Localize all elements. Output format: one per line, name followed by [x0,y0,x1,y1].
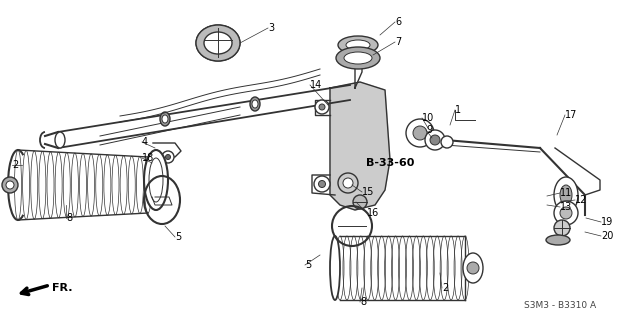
Text: 5: 5 [175,232,181,242]
Ellipse shape [250,97,260,111]
Ellipse shape [196,25,240,61]
Ellipse shape [413,126,427,140]
Text: 6: 6 [395,17,401,27]
Ellipse shape [554,177,578,213]
Circle shape [315,100,329,114]
Ellipse shape [252,100,258,108]
Circle shape [554,220,570,236]
Text: FR.: FR. [52,283,72,293]
Circle shape [166,154,170,160]
Circle shape [554,201,578,225]
Polygon shape [330,82,390,210]
Ellipse shape [55,132,65,148]
Text: 19: 19 [601,217,613,227]
Text: 18: 18 [142,153,154,163]
Ellipse shape [430,135,440,145]
Ellipse shape [160,112,170,126]
Text: 8: 8 [360,297,366,307]
Ellipse shape [346,40,370,50]
Circle shape [338,173,358,193]
Ellipse shape [336,47,380,69]
Text: 1: 1 [455,105,461,115]
Text: 4: 4 [142,137,148,147]
Ellipse shape [560,185,572,205]
Text: B-33-60: B-33-60 [366,158,414,168]
Text: 9: 9 [426,125,432,135]
Text: 7: 7 [395,37,401,47]
Ellipse shape [330,236,340,300]
Circle shape [319,181,326,188]
Circle shape [343,178,353,188]
Circle shape [314,176,330,192]
Text: 5: 5 [305,260,311,270]
Text: 14: 14 [310,80,323,90]
Text: 20: 20 [601,231,613,241]
Text: 8: 8 [66,213,72,223]
Text: 17: 17 [565,110,577,120]
Text: 15: 15 [362,187,374,197]
Ellipse shape [162,115,168,123]
Text: 10: 10 [422,113,435,123]
Circle shape [162,151,174,163]
Circle shape [560,207,572,219]
Text: 16: 16 [367,208,380,218]
Circle shape [151,156,165,170]
Circle shape [353,195,367,209]
Text: 11: 11 [560,188,572,198]
Circle shape [467,262,479,274]
Text: 3: 3 [268,23,274,33]
Circle shape [319,104,325,110]
Ellipse shape [344,52,372,64]
Text: S3M3 - B3310 A: S3M3 - B3310 A [524,300,596,309]
Circle shape [2,177,18,193]
Ellipse shape [425,130,445,150]
Text: 12: 12 [575,195,588,205]
Ellipse shape [406,119,434,147]
Ellipse shape [546,235,570,245]
Text: 2: 2 [12,160,19,170]
Ellipse shape [338,36,378,54]
Text: 13: 13 [560,202,572,212]
Circle shape [6,181,14,189]
Circle shape [441,136,453,148]
Ellipse shape [204,32,232,54]
Text: 2: 2 [442,283,448,293]
Ellipse shape [463,253,483,283]
Ellipse shape [144,150,168,210]
